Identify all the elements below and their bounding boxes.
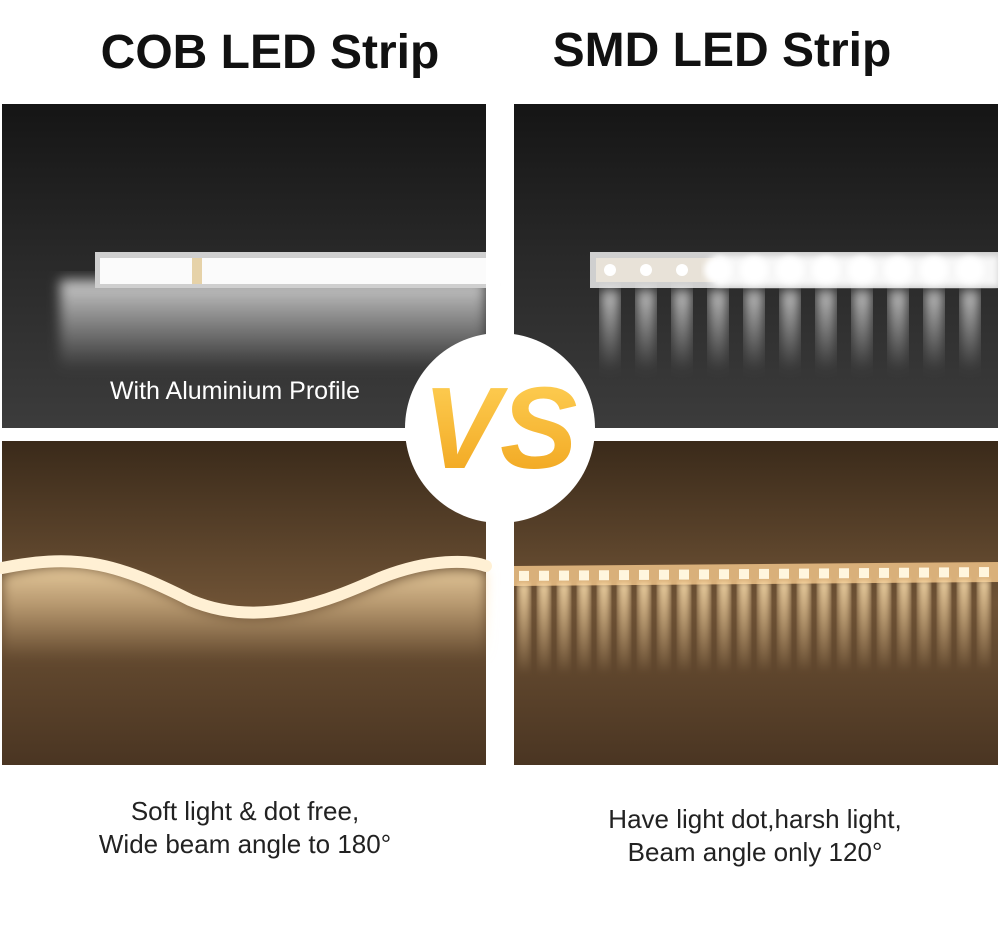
led-glow	[739, 569, 749, 580]
vs-badge	[405, 333, 595, 523]
led-glow	[658, 582, 670, 673]
led-glow	[740, 256, 768, 284]
led-glow	[939, 567, 949, 578]
led-glow	[579, 570, 589, 581]
led-glow	[638, 582, 650, 673]
led-glow	[698, 582, 710, 673]
led-glow	[879, 567, 889, 578]
right-title: SMD LED Strip	[553, 24, 892, 77]
led-glow	[798, 581, 810, 672]
led-glow	[679, 569, 689, 580]
led-glow	[884, 256, 912, 284]
led-glow	[598, 583, 610, 674]
led-glow	[640, 264, 652, 276]
led-glow	[676, 264, 688, 276]
led-glow	[819, 568, 829, 579]
led-glow	[599, 570, 609, 581]
led-glow	[817, 290, 835, 370]
smd-photo-bare	[514, 441, 998, 765]
led-glow	[859, 568, 869, 579]
led-glow	[601, 290, 619, 370]
led-glow	[678, 582, 690, 673]
led-glow	[637, 290, 655, 370]
photo-caption: With Aluminium Profile	[110, 377, 360, 405]
led-glow	[978, 580, 990, 671]
led-glow	[838, 581, 850, 672]
cob-photo-bare	[0, 441, 492, 765]
led-glow	[719, 569, 729, 580]
led-glow	[818, 581, 830, 672]
led-glow	[659, 569, 669, 580]
led-glow	[759, 568, 769, 579]
led-glow	[779, 568, 789, 579]
led-glow	[920, 256, 948, 284]
led-glow	[956, 256, 984, 284]
led-glow	[959, 567, 969, 578]
smd-photo-profile	[514, 104, 998, 428]
led-glow	[878, 580, 890, 671]
led-glow	[718, 582, 730, 673]
right-description: Beam angle only 120°	[628, 837, 883, 867]
led-glow	[919, 567, 929, 578]
led-glow	[699, 569, 709, 580]
led-glow	[639, 569, 649, 580]
led-glow	[858, 581, 870, 672]
led-glow	[961, 290, 979, 370]
led-glow	[704, 256, 732, 284]
led-glow	[758, 581, 770, 672]
led-glow	[899, 567, 909, 578]
led-glow	[673, 290, 691, 370]
led-glow	[558, 583, 570, 674]
led-glow	[745, 290, 763, 370]
led-glow	[938, 580, 950, 671]
led-glow	[918, 580, 930, 671]
led-glow	[539, 570, 549, 581]
led-glow	[604, 264, 616, 276]
vs-text: VS	[423, 363, 578, 493]
led-glow	[958, 580, 970, 671]
left-description: Soft light & dot free,	[131, 796, 359, 826]
led-glow	[619, 570, 629, 581]
led-glow	[812, 256, 840, 284]
led-glow	[889, 290, 907, 370]
led-glow	[853, 290, 871, 370]
led-glow	[979, 567, 989, 578]
led-glow	[898, 580, 910, 671]
led-glow	[538, 583, 550, 674]
led-glow	[559, 570, 569, 581]
cob-photo-profile	[2, 104, 486, 428]
left-description: Wide beam angle to 180°	[99, 829, 391, 859]
led-glow	[578, 583, 590, 674]
right-description: Have light dot,harsh light,	[608, 804, 901, 834]
led-glow	[778, 581, 790, 672]
left-title: COB LED Strip	[101, 26, 440, 79]
led-glow	[518, 583, 530, 674]
led-glow	[618, 583, 630, 674]
led-glow	[709, 290, 727, 370]
led-glow	[781, 290, 799, 370]
led-glow	[848, 256, 876, 284]
led-glow	[799, 568, 809, 579]
led-glow	[925, 290, 943, 370]
led-glow	[839, 568, 849, 579]
led-glow	[738, 582, 750, 673]
led-glow	[519, 570, 529, 581]
led-glow	[776, 256, 804, 284]
